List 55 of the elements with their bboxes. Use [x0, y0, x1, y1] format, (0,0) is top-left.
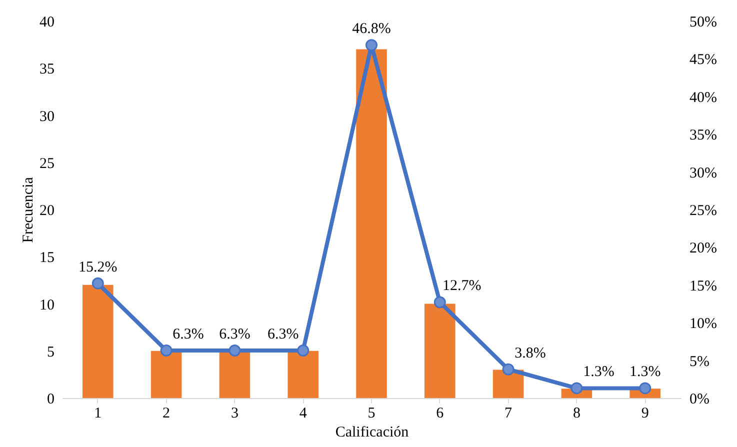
point: [297, 344, 310, 356]
point: [160, 344, 172, 356]
x-tick-label: 4: [299, 406, 308, 422]
data-label: 6.3%: [219, 326, 250, 342]
point: [366, 39, 378, 52]
y2-tick-label: 50%: [690, 14, 717, 30]
y-tick-label: 5: [47, 344, 54, 360]
data-label: 3.8%: [514, 345, 546, 362]
x-tick-label: 9: [641, 406, 649, 422]
point: [228, 344, 241, 356]
y-tick-label: 20: [40, 203, 54, 219]
y-axis-title: Frecuencia: [20, 176, 36, 243]
data-label: 15.2%: [78, 259, 118, 276]
x-tick-label: 5: [368, 406, 376, 422]
y2-tick-label: 40%: [690, 90, 717, 106]
y-tick-label: 0: [47, 392, 54, 408]
x-axis-title: Calificación: [335, 424, 410, 440]
bar: [424, 304, 456, 398]
data-label: 12.7%: [442, 278, 482, 294]
y2-tick-label: 0%: [690, 392, 710, 408]
y2-tick-label: 10%: [690, 316, 717, 332]
point: [639, 382, 652, 394]
data-label: 6.3%: [172, 326, 204, 342]
data-label: 46.8%: [352, 21, 391, 38]
bar: [219, 350, 250, 398]
x-tick-label: 6: [436, 406, 444, 422]
y-tick-label: 40: [40, 14, 54, 30]
y-tick-label: 25: [40, 156, 54, 172]
y2-tick-label: 45%: [690, 52, 717, 68]
data-label: 1.3%: [629, 364, 661, 380]
y-tick-label: 35: [40, 62, 54, 78]
y-tick-label: 30: [40, 108, 54, 125]
y2-tick-label: 25%: [690, 203, 717, 219]
point: [502, 363, 514, 376]
bar: [288, 350, 318, 398]
x-tick-label: 1: [94, 406, 102, 422]
y2-tick-label: 20%: [690, 240, 717, 257]
x-tick-label: 8: [572, 406, 580, 422]
data-label: 6.3%: [267, 326, 299, 342]
y2-tick-label: 5%: [690, 354, 710, 370]
x-tick-label: 2: [162, 406, 170, 422]
bar: [150, 350, 182, 398]
y2-tick-label: 30%: [690, 165, 717, 182]
x-tick-label: 3: [230, 406, 238, 422]
point: [434, 296, 446, 308]
y-tick-label: 10: [40, 297, 54, 314]
y2-tick-label: 35%: [690, 128, 717, 144]
bar: [356, 49, 387, 398]
point: [570, 382, 583, 394]
point: [92, 277, 104, 290]
x-tick-label: 7: [504, 406, 513, 422]
y2-tick-label: 15%: [690, 278, 717, 294]
bar: [82, 284, 114, 398]
data-label: 1.3%: [583, 364, 614, 380]
y-tick-label: 15: [40, 250, 54, 266]
